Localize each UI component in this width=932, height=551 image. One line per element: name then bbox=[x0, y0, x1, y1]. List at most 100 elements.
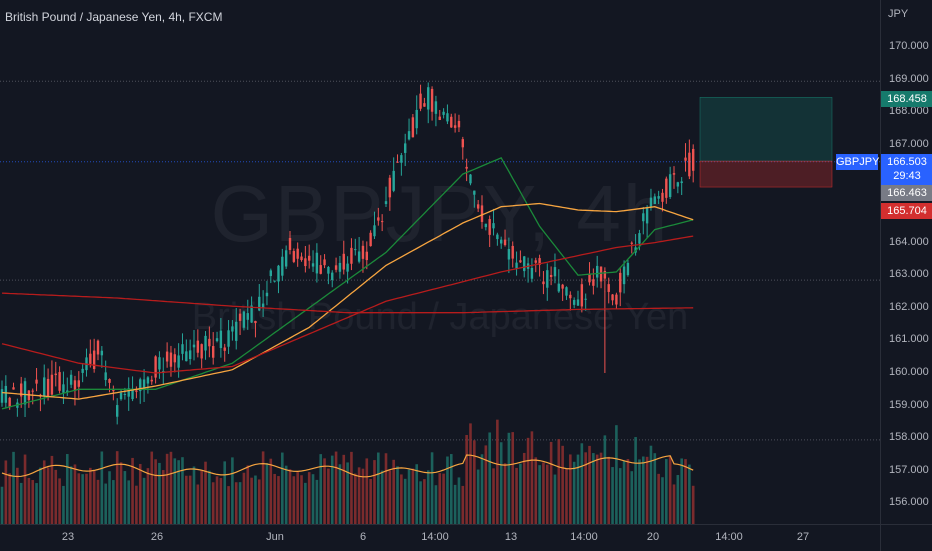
candle-body bbox=[173, 354, 176, 363]
candle-body bbox=[380, 221, 384, 223]
volume-bar bbox=[8, 473, 11, 524]
volume-bar bbox=[588, 445, 591, 524]
candle-body bbox=[31, 390, 34, 392]
volume-bar bbox=[215, 476, 219, 524]
volume-bar bbox=[4, 460, 8, 524]
candle-body bbox=[415, 109, 418, 129]
candle-body bbox=[469, 174, 472, 184]
candle-body bbox=[688, 152, 691, 177]
volume-bar bbox=[131, 457, 134, 524]
candle-body bbox=[235, 321, 238, 341]
candle-body bbox=[331, 272, 334, 281]
volume-bar bbox=[19, 482, 23, 524]
volume-bar bbox=[545, 464, 549, 524]
volume-bar bbox=[434, 485, 438, 524]
candle-body bbox=[223, 347, 226, 351]
volume-bar bbox=[65, 454, 69, 524]
candle-body bbox=[185, 351, 188, 362]
time-tick-label: Jun bbox=[266, 531, 284, 543]
candle-body bbox=[208, 338, 211, 347]
candle-body bbox=[588, 273, 591, 283]
candle-body bbox=[4, 385, 8, 403]
candle-body bbox=[492, 223, 495, 229]
volume-bar bbox=[519, 463, 522, 524]
candle-body bbox=[342, 253, 345, 270]
volume-bar bbox=[327, 468, 330, 524]
candle-body bbox=[292, 251, 296, 262]
candle-body bbox=[304, 258, 307, 267]
candle-body bbox=[572, 299, 576, 305]
candle-body bbox=[77, 380, 80, 387]
candle-body bbox=[8, 397, 11, 407]
volume-bar bbox=[680, 458, 683, 524]
candle-body bbox=[453, 125, 457, 128]
candle-body bbox=[668, 174, 672, 197]
volume-bar bbox=[330, 455, 334, 524]
volume-bar bbox=[430, 452, 434, 524]
candle-body bbox=[546, 270, 549, 288]
volume-bar bbox=[611, 467, 614, 524]
volume-bar bbox=[580, 443, 584, 524]
volume-bar bbox=[31, 480, 35, 524]
price-tick-label: 164.000 bbox=[889, 235, 929, 248]
volume-bar bbox=[557, 439, 561, 524]
candle-body bbox=[692, 148, 695, 171]
volume-bar bbox=[108, 471, 111, 524]
candle-body bbox=[200, 344, 203, 359]
volume-bar bbox=[123, 471, 127, 524]
volume-bar bbox=[158, 462, 161, 524]
candle-body bbox=[523, 256, 526, 272]
candle-body bbox=[500, 239, 503, 244]
candle-body bbox=[254, 321, 257, 324]
candle-body bbox=[476, 204, 480, 209]
time-axis[interactable]: 23 26 Jun 6 14:00 13 14:00 20 14:00 27 bbox=[0, 524, 880, 551]
volume-bar bbox=[242, 472, 246, 524]
volume-bar bbox=[338, 464, 342, 524]
volume-bar bbox=[615, 425, 618, 524]
volume-bar bbox=[265, 463, 269, 524]
candle-body bbox=[177, 355, 180, 368]
candle-body bbox=[377, 217, 380, 221]
volume-bar bbox=[89, 467, 92, 524]
candle-body bbox=[603, 270, 607, 279]
candle-body bbox=[404, 143, 407, 153]
volume-bar bbox=[39, 467, 42, 524]
instrument-watermark: British Pound / Japanese Yen bbox=[191, 296, 689, 338]
price-axis[interactable]: JPY 170.000169.000168.000167.000166.0001… bbox=[880, 0, 932, 524]
candle-body bbox=[131, 388, 134, 400]
volume-bar bbox=[288, 469, 292, 524]
volume-bar bbox=[595, 454, 599, 524]
volume-bar bbox=[181, 457, 184, 524]
volume-bar bbox=[569, 454, 572, 524]
volume-bar bbox=[100, 451, 104, 524]
candle-body bbox=[308, 255, 311, 261]
time-tick-label: 26 bbox=[150, 531, 164, 543]
candle-body bbox=[296, 248, 299, 259]
volume-bar bbox=[173, 458, 177, 524]
volume-bar bbox=[442, 473, 445, 524]
volume-bar bbox=[576, 454, 580, 524]
volume-bar bbox=[238, 482, 242, 524]
volume-bar bbox=[511, 432, 515, 524]
candle-body bbox=[319, 265, 322, 274]
volume-bar bbox=[146, 468, 150, 524]
volume-bar bbox=[269, 458, 273, 524]
volume-bar bbox=[257, 479, 261, 524]
volume-bar bbox=[315, 479, 319, 524]
volume-bar bbox=[342, 454, 346, 524]
target-zone bbox=[699, 97, 833, 162]
volume-bar bbox=[23, 454, 27, 524]
current-price-value: 166.503 bbox=[887, 156, 927, 168]
volume-bar bbox=[311, 474, 315, 524]
chart-plot-area[interactable]: GBPJPY, 4h British Pound / Japanese Yen … bbox=[0, 0, 880, 524]
volume-bar bbox=[223, 461, 227, 524]
candle-body bbox=[446, 113, 449, 122]
volume-bar bbox=[188, 475, 192, 524]
volume-bar bbox=[507, 432, 511, 524]
volume-bar bbox=[622, 460, 626, 524]
candlestick-chart[interactable] bbox=[0, 0, 880, 524]
candle-body bbox=[300, 256, 303, 261]
volume-bar bbox=[138, 463, 142, 524]
candle-body bbox=[530, 267, 534, 279]
candle-body bbox=[69, 374, 73, 385]
